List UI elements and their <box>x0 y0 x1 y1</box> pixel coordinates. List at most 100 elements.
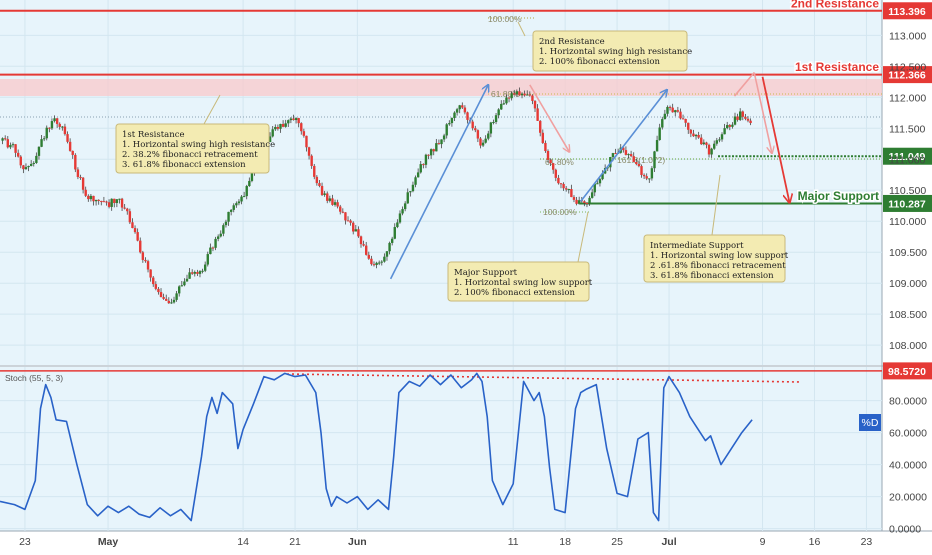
candle-body <box>74 154 77 170</box>
candle-body <box>593 183 596 193</box>
candle-body <box>336 202 339 207</box>
candle-body <box>577 200 581 204</box>
candle-body <box>687 122 690 130</box>
candle-body <box>203 264 207 271</box>
candle-body <box>715 140 719 144</box>
trend-arrow <box>733 71 755 97</box>
candle-body <box>648 178 651 180</box>
candle-body <box>676 110 680 112</box>
callout-pointer <box>577 211 589 263</box>
price-tick-label: 111.500 <box>889 123 926 135</box>
candle-body <box>97 199 100 201</box>
candle-body <box>349 220 352 223</box>
candle-body <box>471 121 474 129</box>
callout-pointer <box>203 94 221 125</box>
level-name: 1st Resistance <box>795 60 879 74</box>
price-tick-label: 113.000 <box>889 30 926 42</box>
level-badges: 113.396 112.366 111.049 110.287 <box>883 2 932 212</box>
callout-line: 2. 38.2% fibonacci retracement <box>122 150 258 160</box>
candle-body <box>393 227 396 239</box>
candle-body <box>139 240 142 253</box>
candle-body <box>645 176 648 179</box>
candle-body <box>502 103 506 105</box>
candle-body <box>94 199 98 202</box>
candle-body <box>310 155 313 166</box>
candle-body <box>681 118 685 120</box>
candle-body <box>375 262 378 265</box>
trend-arrow <box>580 90 667 202</box>
candle-body <box>178 286 181 294</box>
candle-body <box>411 184 415 192</box>
candle-body <box>14 144 17 153</box>
candle-body <box>305 135 308 148</box>
candle-body <box>185 278 189 282</box>
candle-body <box>500 103 503 110</box>
oscillator-tick-label: 40.0000 <box>889 460 927 472</box>
candle-body <box>24 167 28 170</box>
candle-body <box>128 211 132 223</box>
candle-body <box>445 124 448 136</box>
trend-arrow <box>389 85 489 280</box>
callout-line: 1st Resistance <box>122 130 185 140</box>
candle-body <box>668 106 672 108</box>
candle-body <box>53 118 56 122</box>
candle-body <box>92 195 95 202</box>
oscillator-panel-background <box>0 367 882 531</box>
candle-body <box>598 179 602 184</box>
candle-body <box>694 134 698 137</box>
time-tick-label: 11 <box>508 536 519 548</box>
candle-body <box>352 222 355 232</box>
candle-body <box>461 105 464 108</box>
candlestick-series <box>1 87 752 304</box>
candle-body <box>627 154 630 156</box>
candle-body <box>738 111 742 120</box>
candle-body <box>313 165 316 177</box>
candle-body <box>227 211 230 222</box>
candle-body <box>268 136 272 143</box>
candle-body <box>63 126 67 135</box>
candle-body <box>152 277 155 285</box>
candle-body <box>398 213 402 223</box>
callout-line: 3. 61.8% fibonacci extension <box>650 271 774 281</box>
series-badge-label: %D <box>862 417 879 429</box>
candle-body <box>455 109 459 113</box>
candle-body <box>141 252 145 260</box>
candle-body <box>66 134 69 142</box>
candle-body <box>292 118 295 121</box>
candle-body <box>536 108 539 121</box>
candle-body <box>640 166 643 175</box>
candle-body <box>144 259 147 262</box>
fib-label-100-bottom: 100.00% <box>543 207 577 217</box>
candle-body <box>637 164 641 167</box>
candle-body <box>346 220 350 222</box>
candle-body <box>700 137 703 145</box>
resistance-zone <box>0 79 882 96</box>
candle-body <box>653 151 656 169</box>
candle-body <box>507 97 511 99</box>
candle-body <box>318 183 321 186</box>
callout-line: 1. Horizontal swing low support <box>454 278 593 288</box>
trend-arrow <box>753 72 772 154</box>
candle-body <box>390 238 394 243</box>
oscillator-grid <box>0 367 882 531</box>
candle-body <box>193 272 196 274</box>
price-tick-label: 111.000 <box>889 154 926 166</box>
candle-body <box>453 112 456 118</box>
oscillator-badges: 98.5720 %D <box>859 362 932 431</box>
candle-body <box>401 209 404 214</box>
candle-body <box>437 143 441 145</box>
candle-body <box>165 298 168 301</box>
callout-line: Major Support <box>454 268 518 278</box>
candle-body <box>440 139 443 145</box>
candle-body <box>71 150 74 155</box>
candle-body <box>588 197 591 204</box>
candle-body <box>172 299 176 303</box>
fib-label-61-mid: 61.80% <box>545 157 574 167</box>
candle-body <box>154 284 158 289</box>
candle-body <box>81 177 85 190</box>
time-tick-label: Jun <box>348 536 367 548</box>
candle-body <box>658 127 661 141</box>
candle-body <box>167 300 171 304</box>
price-tick-label: 110.000 <box>889 216 926 228</box>
candle-body <box>585 202 589 204</box>
